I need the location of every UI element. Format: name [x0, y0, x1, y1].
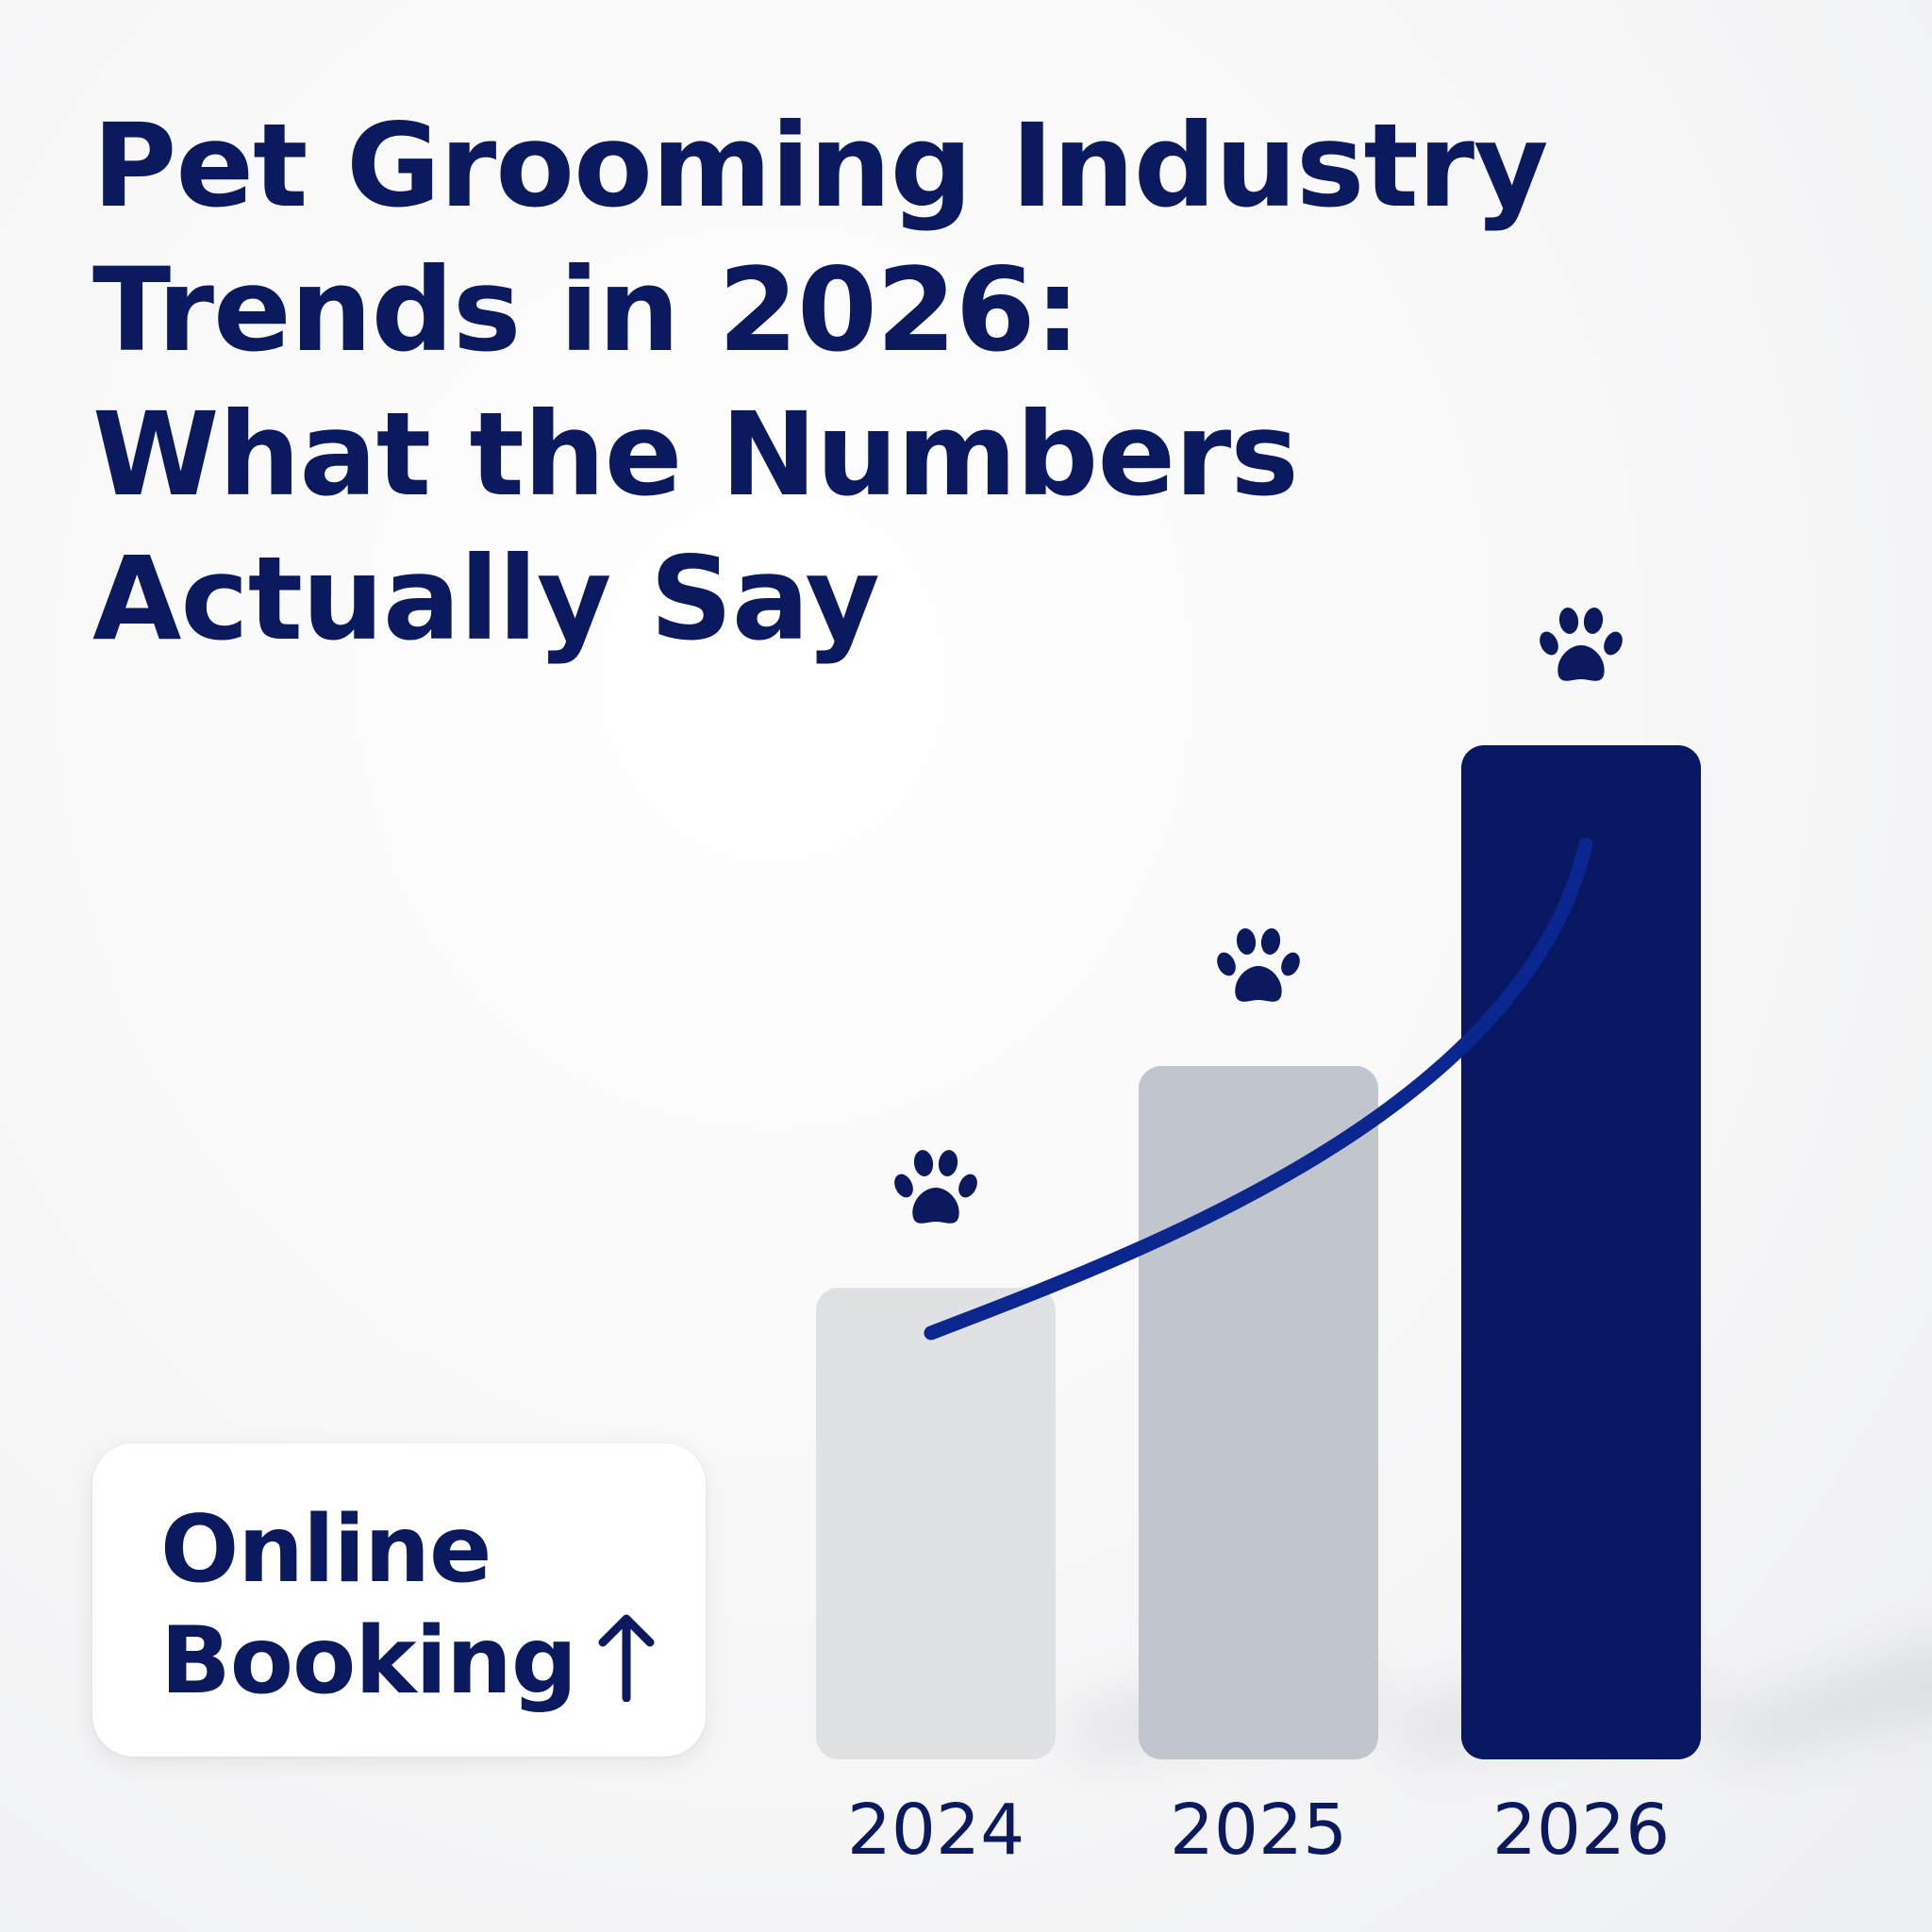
bars	[816, 745, 1701, 1759]
callout-line-1: Online	[160, 1496, 492, 1604]
paw-icon	[1536, 606, 1626, 681]
title-line-2: Trends in 2026:	[92, 243, 1080, 377]
callout-text: Online Booking	[160, 1494, 656, 1717]
title-line-4: Actually Say	[92, 532, 880, 666]
x-tick-label-2024: 2024	[847, 1790, 1024, 1871]
bar-2024	[816, 1288, 1056, 1759]
online-booking-callout: Online Booking	[92, 1443, 706, 1757]
paw-icon	[1213, 926, 1304, 1002]
bar-2026	[1461, 745, 1701, 1759]
callout-line-2: Booking	[160, 1606, 656, 1717]
x-tick-label-2025: 2025	[1170, 1790, 1347, 1871]
arrow-up-icon	[598, 1614, 655, 1702]
trend-line-group	[924, 837, 1593, 1341]
x-axis-labels: 2024 2025 2026	[847, 1790, 1670, 1871]
title-line-1: Pet Grooming Industry	[92, 99, 1549, 233]
callout-line-2-text: Booking	[160, 1607, 577, 1715]
trend-line	[924, 837, 1593, 1341]
x-tick-label-2026: 2026	[1492, 1790, 1670, 1871]
paw-icon	[891, 1148, 981, 1224]
page-title: Pet Grooming Industry Trends in 2026: Wh…	[92, 94, 1602, 672]
title-line-3: What the Numbers	[92, 388, 1299, 522]
bar-2025	[1139, 1066, 1378, 1759]
bar-shadow-2026	[1701, 1641, 1932, 1759]
